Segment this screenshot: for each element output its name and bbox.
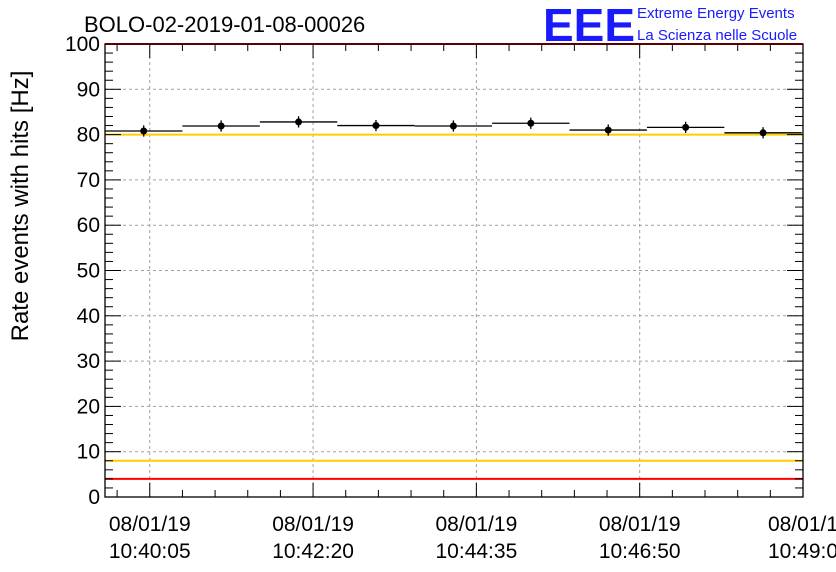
data-point <box>759 129 767 137</box>
y-tick-label: 40 <box>77 305 100 328</box>
data-point <box>295 118 303 126</box>
x-tick-date: 08/01/1 <box>768 513 836 536</box>
x-tick-time: 10:40:05 <box>109 540 191 563</box>
chart-title: BOLO-02-2019-01-08-00026 <box>84 12 365 37</box>
y-tick-label: 60 <box>77 214 100 237</box>
x-tick-labels: 08/01/19 10:40:05 08/01/19 10:42:20 08/01/19… <box>109 513 836 563</box>
y-tick-label: 30 <box>77 350 100 373</box>
y-tick-label: 100 <box>65 33 100 56</box>
eee-logo-line2: La Scienza nelle Scuole <box>637 27 797 44</box>
data-point <box>372 122 380 130</box>
reference-lines <box>105 43 803 480</box>
x-tick-time: 10:49:0 <box>768 540 836 563</box>
eee-logo: EEE Extreme Energy Events La Scienza nel… <box>543 0 797 51</box>
data-point <box>604 126 612 134</box>
y-tick-label: 0 <box>88 486 100 509</box>
data-point <box>140 127 148 135</box>
grid <box>105 44 803 497</box>
data-series <box>105 116 802 139</box>
x-tick-date: 08/01/19 <box>599 513 681 536</box>
y-tick-label: 70 <box>77 169 100 192</box>
y-tick-label: 20 <box>77 395 100 418</box>
data-point <box>449 122 457 130</box>
data-point <box>527 119 535 127</box>
x-tick-time: 10:42:20 <box>272 540 354 563</box>
y-tick-label: 50 <box>77 260 100 283</box>
x-tick-time: 10:44:35 <box>436 540 518 563</box>
y-tick-label: 10 <box>77 441 100 464</box>
y-tick-labels: 0 10 20 30 40 50 60 70 80 90 100 <box>65 33 100 509</box>
y-tick-label: 80 <box>77 124 100 147</box>
eee-logo-mark: EEE <box>543 0 635 51</box>
x-tick-date: 08/01/19 <box>109 513 191 536</box>
data-point <box>682 123 690 131</box>
y-axis-label: Rate events with hits [Hz] <box>7 71 34 342</box>
x-tick-time: 10:46:50 <box>599 540 681 563</box>
x-tick-date: 08/01/19 <box>436 513 518 536</box>
eee-logo-line1: Extreme Energy Events <box>637 5 795 22</box>
axis-ticks <box>105 43 804 498</box>
data-point <box>217 122 225 130</box>
x-tick-date: 08/01/19 <box>272 513 354 536</box>
y-tick-label: 90 <box>77 78 100 101</box>
